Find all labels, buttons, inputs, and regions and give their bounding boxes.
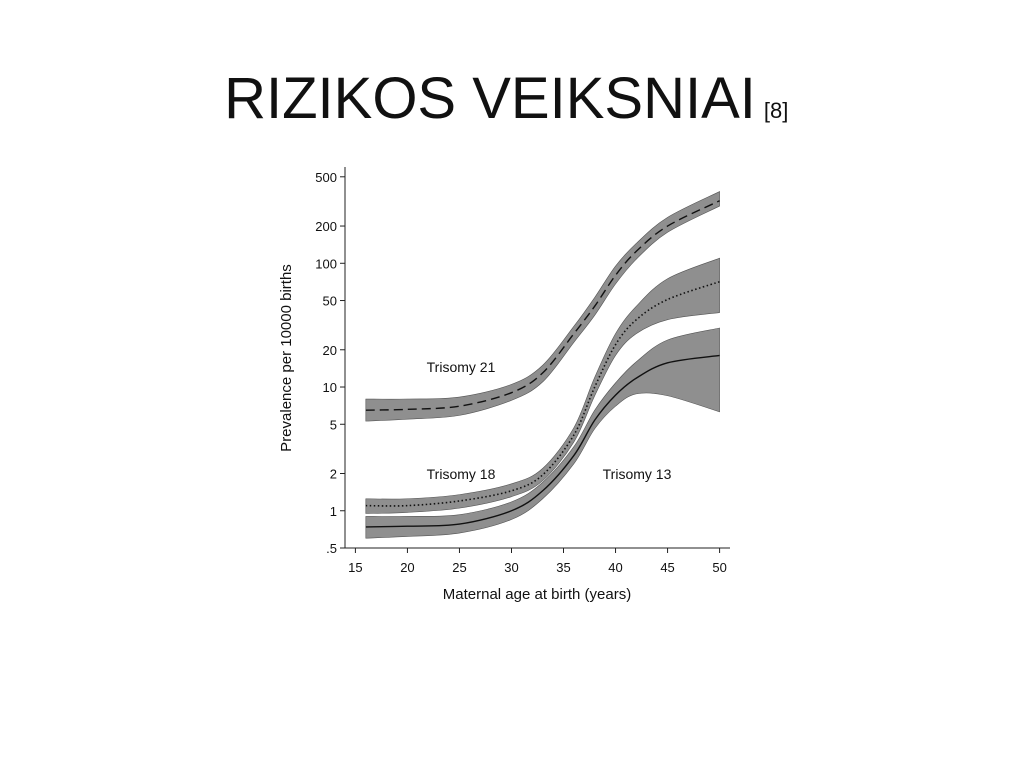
y-tick-label: 50 [323, 294, 337, 309]
y-tick-label: .5 [326, 541, 337, 556]
x-tick-label: 50 [712, 560, 726, 575]
y-tick-label: 1 [330, 504, 337, 519]
reference: [8] [764, 98, 788, 123]
y-tick-label: 10 [323, 380, 337, 395]
slide-title: RIZIKOS VEIKSNIAI [224, 66, 756, 131]
series-line [365, 354, 720, 528]
confidence-band [365, 327, 720, 539]
y-tick-label: 200 [315, 219, 337, 234]
y-tick-label: 2 [330, 467, 337, 482]
x-tick-label: 30 [504, 560, 518, 575]
series-label: Trisomy 13 [603, 466, 672, 482]
confidence-band [365, 257, 720, 514]
series-line [365, 280, 720, 507]
series-line [365, 200, 720, 411]
x-tick-label: 40 [608, 560, 622, 575]
x-axis-label: Maternal age at birth (years) [443, 586, 631, 603]
series-label: Trisomy 18 [427, 466, 496, 482]
x-tick-label: 35 [556, 560, 570, 575]
confidence-band [365, 191, 720, 422]
y-tick-label: 500 [315, 170, 337, 185]
y-axis-label: Prevalence per 10000 births [278, 264, 295, 452]
y-tick-label: 5 [330, 417, 337, 432]
x-tick-label: 20 [400, 560, 414, 575]
series-label: Trisomy 21 [427, 359, 496, 375]
x-tick-label: 45 [660, 560, 674, 575]
y-tick-label: 100 [315, 256, 337, 271]
x-tick-label: 25 [452, 560, 466, 575]
x-tick-label: 15 [348, 560, 362, 575]
y-tick-label: 20 [323, 343, 337, 358]
